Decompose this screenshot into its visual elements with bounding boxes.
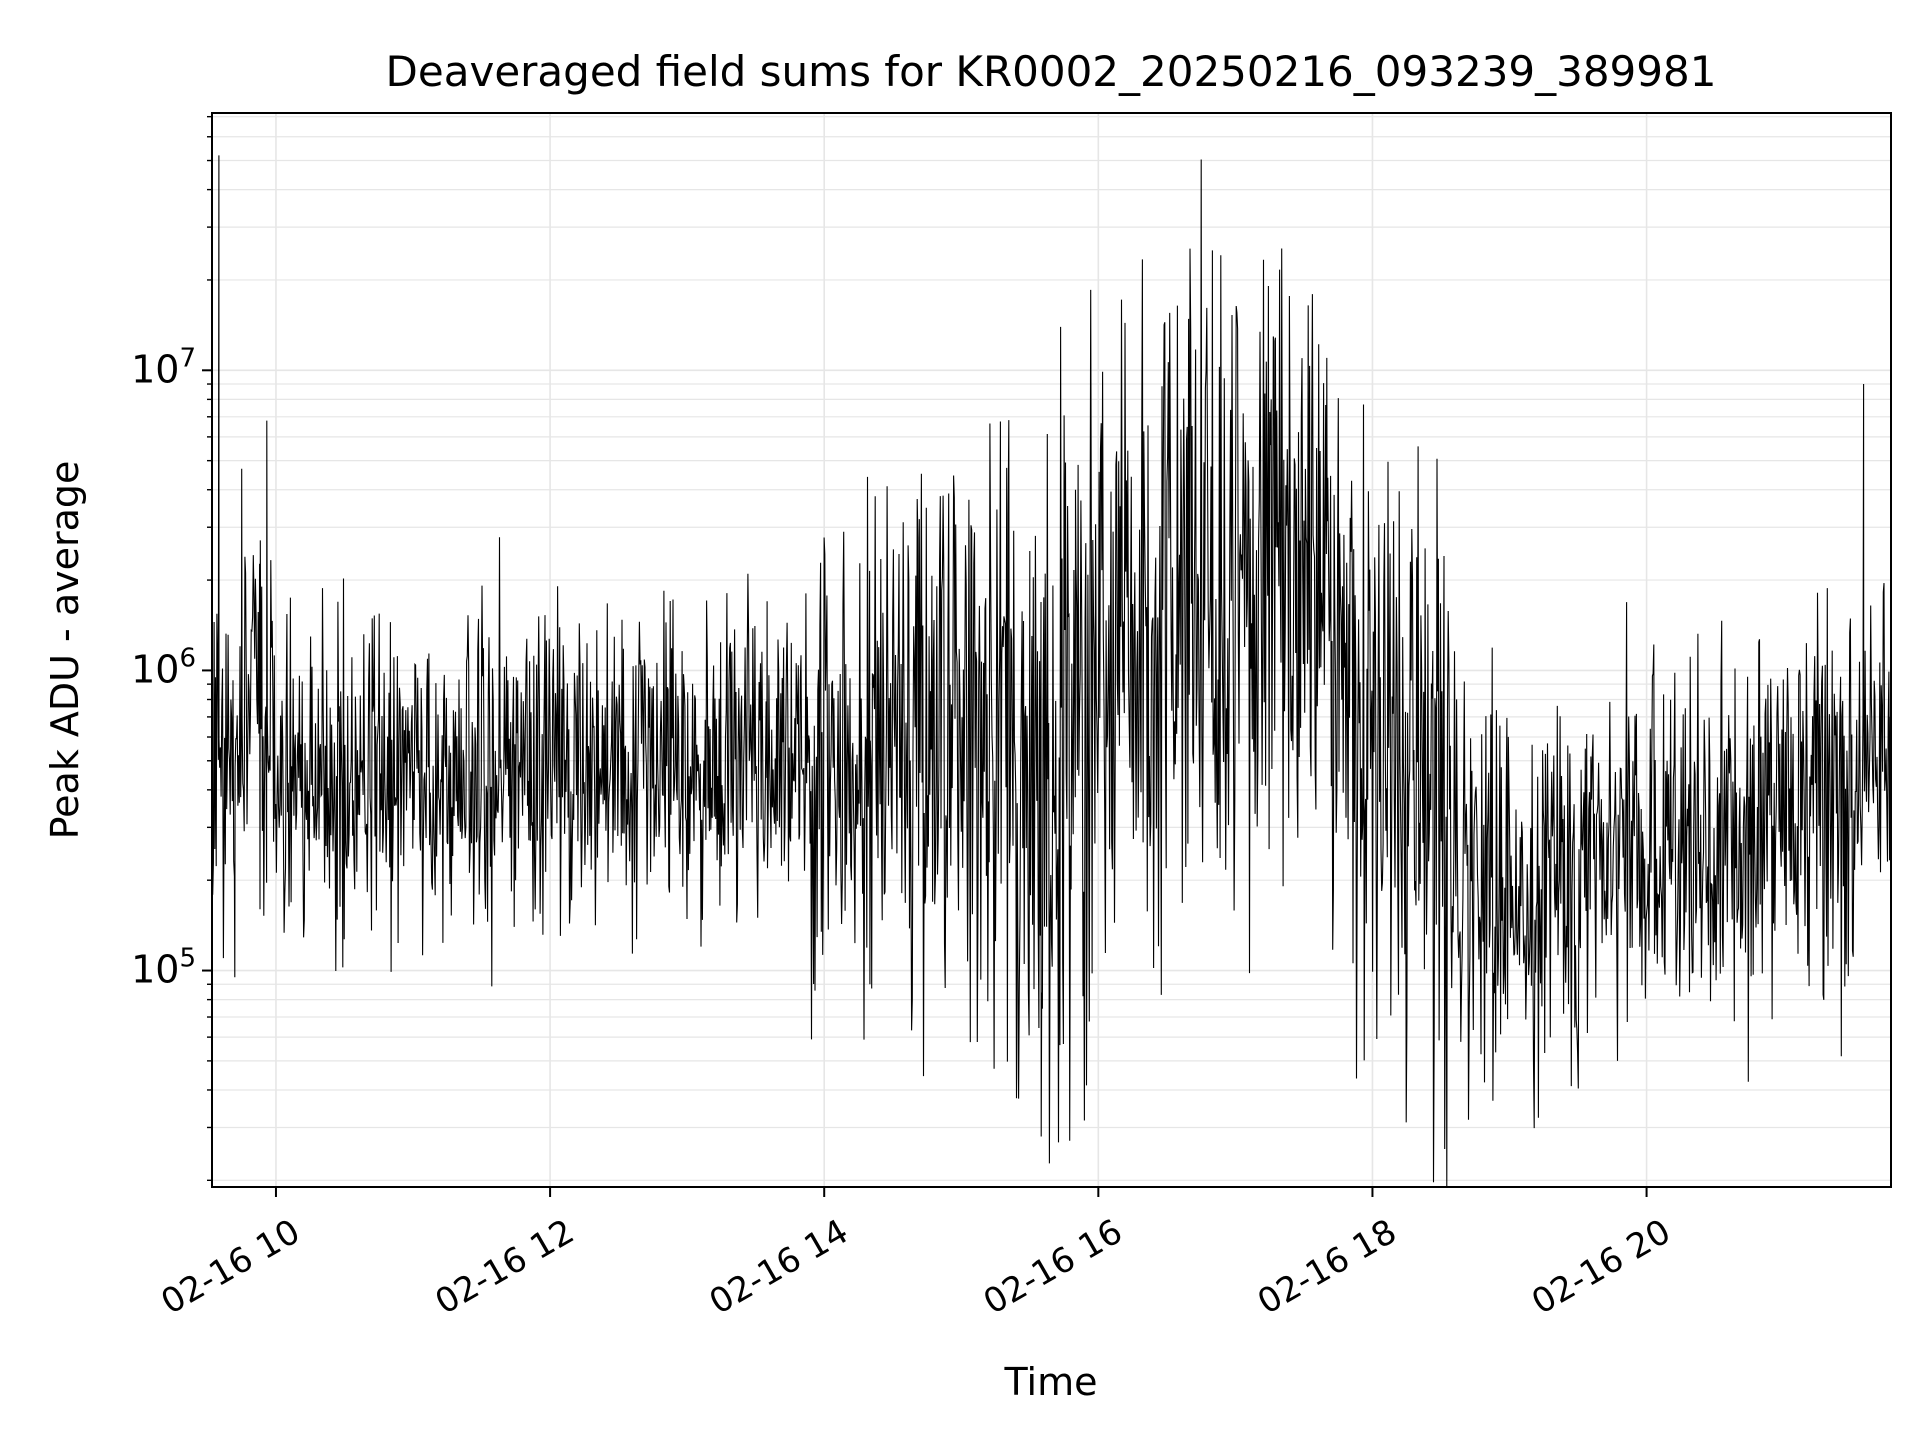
y-tick-label: 105	[131, 944, 196, 992]
y-tick-label: 107	[131, 343, 196, 391]
chart-title: Deaveraged field sums for KR0002_2025021…	[386, 47, 1717, 96]
plot-frame	[211, 112, 1892, 1188]
y-axis-label: Peak ADU - average	[43, 461, 87, 840]
x-axis-label: Time	[1004, 1360, 1098, 1404]
series-line	[211, 155, 1892, 1188]
y-tick-label: 106	[131, 643, 196, 691]
